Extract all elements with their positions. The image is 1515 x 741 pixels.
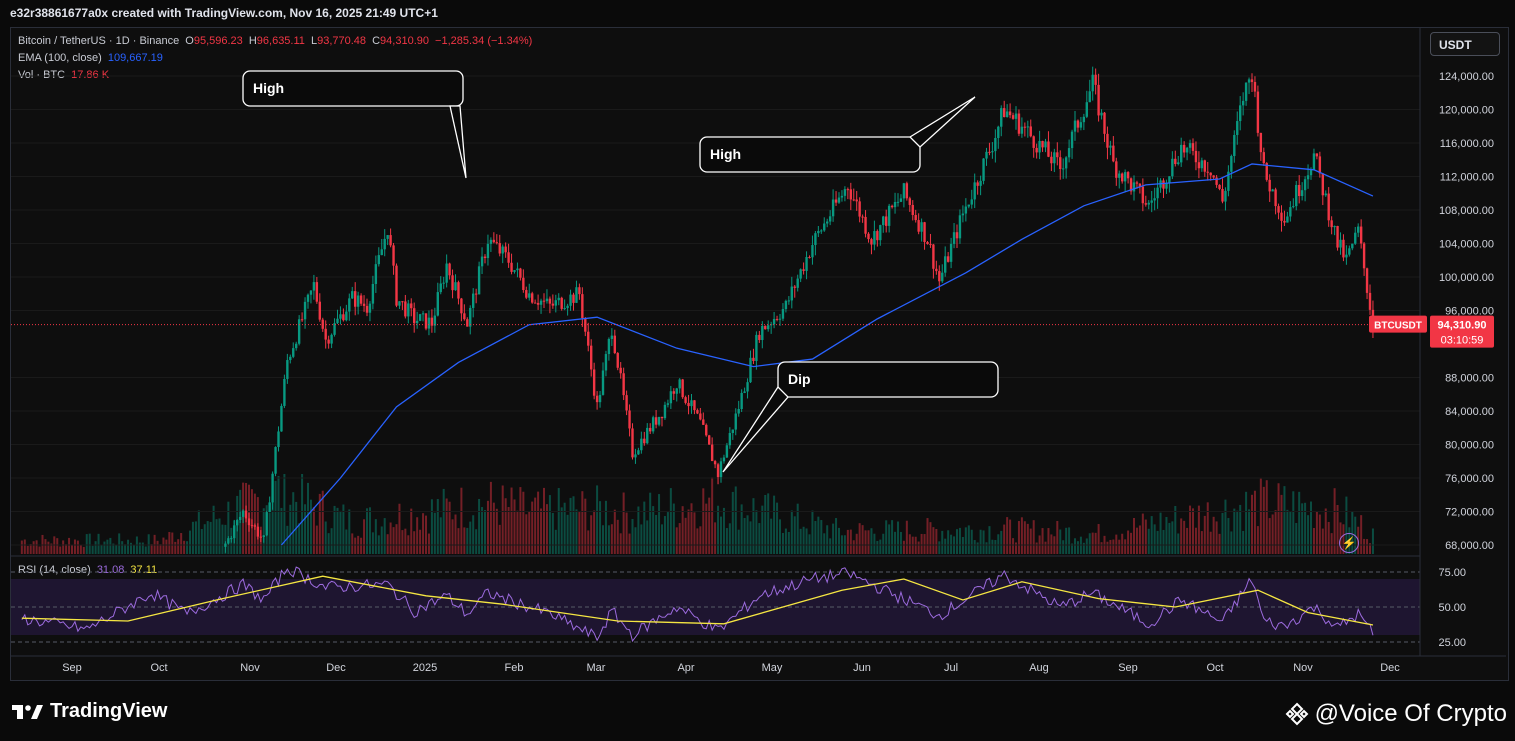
volume-legend: Vol · BTC 17.86 K — [18, 69, 109, 81]
currency-button[interactable]: USDT — [1430, 32, 1500, 56]
rsi-ma-value: 37.11 — [130, 564, 158, 576]
rsi-label: RSI (14, close) — [18, 564, 91, 576]
tradingview-logo[interactable]: TradingView — [12, 700, 167, 723]
ema-value: 109,667.19 — [107, 52, 163, 64]
high-label: H — [248, 35, 257, 47]
close-label: C — [372, 35, 381, 47]
close-value: 94,310.90 — [380, 35, 429, 47]
symbol-legend: Bitcoin / TetherUS · 1D · Binance O95,59… — [18, 35, 532, 47]
volume-label: Vol · BTC — [18, 69, 66, 81]
volume-value: 17.86 K — [71, 69, 110, 81]
binance-diamond-icon — [1285, 702, 1308, 726]
chart-header: e32r38861677a0x created with TradingView… — [10, 6, 438, 20]
tradingview-logo-icon — [12, 704, 43, 719]
change-value: −1,285.34 (−1.34%) — [435, 35, 533, 47]
footer: TradingView @Voice Of Crypto — [0, 682, 1515, 741]
high-value: 96,635.11 — [256, 35, 305, 47]
rsi-value: 31.08 — [96, 564, 125, 576]
symbol-name: Bitcoin / TetherUS · 1D · Binance — [18, 35, 180, 47]
voice-of-crypto-watermark: @Voice Of Crypto — [1285, 700, 1507, 728]
rsi-legend: RSI (14, close) 31.08 37.11 — [18, 564, 157, 576]
open-label: O — [185, 35, 194, 47]
low-label: L — [310, 35, 318, 47]
tradingview-logo-text: TradingView — [50, 700, 168, 722]
low-value: 93,770.48 — [317, 35, 367, 47]
watermark-text: @Voice Of Crypto — [1314, 700, 1507, 727]
ema-legend: EMA (100, close) 109,667.19 — [18, 52, 163, 64]
open-value: 95,596.23 — [193, 35, 243, 47]
lightning-icon[interactable]: ⚡ — [1339, 533, 1359, 553]
ema-label: EMA (100, close) — [18, 52, 102, 64]
chart-panel[interactable] — [10, 27, 1509, 681]
